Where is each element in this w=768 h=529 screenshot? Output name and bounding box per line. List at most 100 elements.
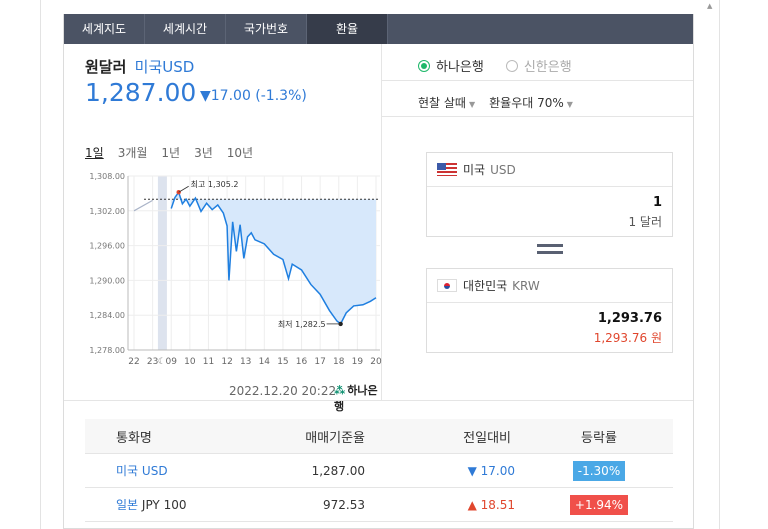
x-tick-label: 20 <box>370 357 382 367</box>
equals-icon <box>537 244 563 254</box>
caret-down-icon: ▼ <box>468 100 476 109</box>
y-tick-label: 1,302.00 <box>89 207 125 216</box>
currency-table-section: 통화명 매매기준율 전일대비 등락률 미국 USD 1,287.00 ▼ 17.… <box>64 400 693 528</box>
tab-world-map[interactable]: 세계지도 <box>64 14 145 44</box>
kr-flag-icon <box>437 279 457 292</box>
chart-timestamp: 2022.12.20 20:22 <box>229 384 337 398</box>
currency-name-link[interactable]: 미국 USD <box>85 462 215 479</box>
bank-logo: ⁂ 하나은행 <box>334 382 381 414</box>
x-tick-label: 16 <box>296 357 308 367</box>
currency-code: USD <box>141 464 168 478</box>
change-value: ▼ 17.00 <box>467 463 515 478</box>
period-3m[interactable]: 3개월 <box>117 146 148 160</box>
header-change: 전일대비 <box>463 430 511 446</box>
x-tick-label: 11 <box>203 357 214 367</box>
title-currency[interactable]: 미국USD <box>134 58 195 76</box>
tab-exchange-rate[interactable]: 환율 <box>307 14 388 44</box>
exchange-widget: 세계지도 세계시간 국가번호 환율 원달러 미국USD 1,287.00 ▼17… <box>63 14 694 529</box>
rate-chart-panel: 원달러 미국USD 1,287.00 ▼17.00 (-1.3%) 1일 3개월… <box>64 44 382 413</box>
to-unit: 1,293.76 원 <box>593 331 662 345</box>
bank-option-label: 신한은행 <box>523 60 572 75</box>
min-label: 최저 1,282.5 <box>278 319 326 329</box>
tab-bar: 세계지도 세계시간 국가번호 환율 <box>64 14 693 44</box>
below-reference-area <box>171 192 376 324</box>
x-tick-label: 09 <box>166 357 178 367</box>
from-amount-input[interactable]: 1 <box>652 195 662 210</box>
moon-icon: ☾ <box>158 357 166 367</box>
page-frame: ▲ <box>40 0 720 529</box>
closed-session-band <box>157 176 167 350</box>
bank-option-label: 하나은행 <box>436 60 484 75</box>
x-tick-label: 13 <box>240 357 251 367</box>
previous-session-line <box>133 199 153 212</box>
bank-option-shinhan[interactable]: 신한은행 <box>505 56 572 75</box>
x-tick-label: 22 <box>128 357 139 367</box>
x-tick-label: 18 <box>333 357 345 367</box>
x-tick-label: 14 <box>259 357 271 367</box>
period-3y[interactable]: 3년 <box>194 146 213 160</box>
currency-country: 일본 <box>116 498 139 512</box>
currency-table: 통화명 매매기준율 전일대비 등락률 미국 USD 1,287.00 ▼ 17.… <box>85 419 673 522</box>
change-rate-cell: +1.94% <box>525 494 673 515</box>
page-title: 원달러 미국USD <box>85 56 194 77</box>
base-rate: 1,287.00 <box>311 463 365 478</box>
period-selector: 1일 3개월 1년 3년 10년 <box>85 144 267 161</box>
from-country: 미국 <box>463 163 486 177</box>
max-leader-line <box>178 185 189 193</box>
x-tick-label: 19 <box>352 357 364 367</box>
to-code: KRW <box>512 278 540 293</box>
x-tick-label: 17 <box>314 357 325 367</box>
from-currency-box[interactable]: 미국 USD 1 1 달러 <box>426 152 673 237</box>
change-rate-badge: +1.94% <box>569 494 629 515</box>
change-rate-cell: -1.30% <box>525 460 673 481</box>
to-country: 대한민국 <box>463 279 508 293</box>
price-change: ▼17.00 (-1.3%) <box>200 88 307 104</box>
tab-world-time[interactable]: 세계시간 <box>145 14 226 44</box>
change-value: ▲ 18.51 <box>467 497 515 512</box>
rate-preference-dropdown[interactable]: 환율우대 70% ▼ <box>489 94 573 111</box>
scroll-up-arrow-icon[interactable]: ▲ <box>707 2 713 10</box>
period-1y[interactable]: 1년 <box>161 146 181 160</box>
tab-country-code[interactable]: 국가번호 <box>226 14 307 44</box>
cash-type-dropdown[interactable]: 현찰 살때 ▼ <box>418 94 475 111</box>
title-main: 원달러 <box>85 58 127 76</box>
rate-series-line <box>170 190 377 326</box>
rate-preference-label: 환율우대 70% <box>489 96 564 110</box>
header-base-rate: 매매기준율 <box>305 430 365 446</box>
from-currency-selector[interactable]: 미국 USD <box>427 153 672 187</box>
caret-down-icon: ▼ <box>566 100 573 109</box>
to-currency-box[interactable]: 대한민국 KRW 1,293.76 1,293.76 원 <box>426 268 673 353</box>
divider <box>382 80 693 81</box>
header-change-rate: 등락률 <box>581 430 617 446</box>
currency-code: JPY 100 <box>141 498 187 512</box>
cash-type-label: 현찰 살때 <box>418 96 466 110</box>
exchange-rate-chart: 22 23 09 10 11 12 13 14 15 16 17 18 19 20 ☾ 1,308.00 1,3… <box>89 172 382 367</box>
current-price: 1,287.00 <box>85 78 197 107</box>
currency-country: 미국 <box>116 464 139 478</box>
bank-selector: 하나은행 신한은행 <box>418 56 594 75</box>
min-point <box>338 321 343 327</box>
radio-unselected-icon[interactable] <box>505 59 518 72</box>
x-tick-label: 12 <box>221 357 232 367</box>
radio-selected-icon[interactable] <box>418 59 430 72</box>
period-1d[interactable]: 1일 <box>85 146 104 160</box>
y-tick-label: 1,284.00 <box>89 311 125 320</box>
x-tick-label: 10 <box>184 357 196 367</box>
y-tick-label: 1,278.00 <box>89 346 125 355</box>
period-10y[interactable]: 10년 <box>226 146 254 160</box>
y-tick-label: 1,308.00 <box>89 172 125 181</box>
bank-option-hana[interactable]: 하나은행 <box>418 56 484 75</box>
to-currency-selector[interactable]: 대한민국 KRW <box>427 269 672 303</box>
us-flag-icon <box>437 163 457 176</box>
bank-logo-icon: ⁂ <box>334 384 346 397</box>
from-unit: 1 달러 <box>628 215 662 229</box>
to-amount[interactable]: 1,293.76 <box>597 311 662 326</box>
table-row[interactable]: 일본 JPY 100 972.53 ▲ 18.51 +1.94% <box>85 488 673 522</box>
x-tick-label: 15 <box>277 357 288 367</box>
change-rate-badge: -1.30% <box>572 460 626 481</box>
x-tick-label: 23 <box>147 357 158 367</box>
base-rate: 972.53 <box>323 497 365 512</box>
y-tick-label: 1,290.00 <box>89 276 125 285</box>
currency-name-link[interactable]: 일본 JPY 100 <box>85 496 215 513</box>
table-row[interactable]: 미국 USD 1,287.00 ▼ 17.00 -1.30% <box>85 454 673 488</box>
